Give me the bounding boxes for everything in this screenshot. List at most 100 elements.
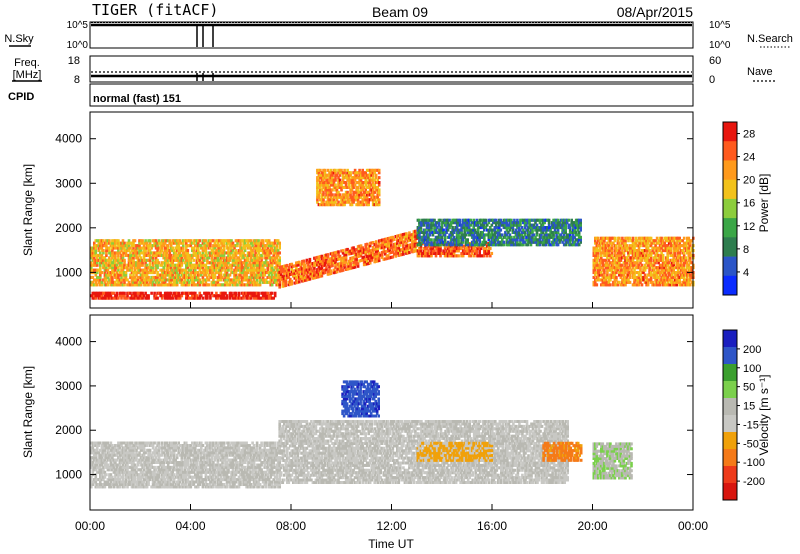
data-cell: [165, 261, 168, 265]
data-cell: [446, 240, 450, 244]
data-cell: [93, 294, 96, 298]
data-cell: [568, 226, 572, 230]
data-cell: [135, 251, 138, 255]
data-cell: [597, 275, 600, 279]
data-cell: [136, 275, 140, 279]
data-cell: [532, 218, 536, 222]
data-cell: [501, 223, 504, 227]
data-cell: [627, 278, 630, 282]
data-cell: [630, 263, 633, 267]
data-cell: [346, 193, 349, 197]
data-cell: [322, 181, 325, 185]
data-cell: [547, 228, 551, 232]
data-cell: [639, 239, 642, 243]
data-cell: [246, 280, 250, 284]
data-cell: [257, 251, 260, 255]
data-cell: [495, 218, 498, 222]
data-cell: [251, 258, 254, 262]
data-cell: [168, 253, 171, 257]
data-cell: [166, 278, 170, 282]
data-cell: [239, 261, 242, 265]
data-cell: [442, 230, 445, 234]
data-cell: [200, 263, 203, 267]
data-cell: [301, 267, 304, 271]
data-cell: [231, 263, 235, 267]
data-cell: [178, 275, 182, 279]
data-cell: [505, 233, 509, 237]
data-cell: [374, 168, 378, 172]
data-cell: [281, 270, 285, 274]
data-cell: [188, 280, 191, 284]
data-cell: [615, 244, 618, 248]
data-cell: [387, 256, 390, 260]
data-cell: [224, 268, 227, 272]
data-cell: [419, 223, 423, 227]
data-cell: [343, 265, 346, 269]
data-cell: [516, 218, 519, 222]
data-cell: [99, 261, 102, 265]
data-cell: [275, 278, 278, 282]
data-cell: [367, 203, 370, 207]
data-cell: [510, 218, 513, 222]
data-cell: [555, 233, 558, 237]
data-cell: [473, 235, 477, 239]
data-cell: [604, 275, 608, 279]
data-cell: [258, 266, 262, 270]
data-cell: [424, 243, 427, 247]
data-cell: [362, 190, 366, 194]
data-cell: [203, 268, 206, 272]
data-cell: [637, 253, 641, 257]
data-cell: [343, 263, 346, 267]
data-cell: [636, 261, 639, 265]
data-cell: [99, 253, 102, 257]
data-cell: [242, 296, 245, 300]
data-cell: [657, 256, 660, 260]
data-cell: [466, 247, 469, 251]
data-cell: [663, 275, 666, 279]
data-cell: [275, 239, 278, 243]
data-cell: [496, 221, 500, 225]
data-cell: [565, 221, 569, 225]
data-cell: [245, 256, 248, 260]
data-cell: [513, 238, 516, 242]
data-cell: [118, 278, 122, 282]
data-cell: [595, 253, 599, 257]
data-cell: [600, 278, 603, 282]
data-cell: [97, 268, 101, 272]
data-cell: [475, 243, 478, 247]
data-cell: [207, 241, 211, 245]
data-cell: [145, 241, 149, 245]
data-cell: [507, 243, 510, 247]
data-cell: [123, 278, 126, 282]
data-cell: [236, 258, 239, 262]
data-cell: [290, 270, 294, 274]
data-cell: [311, 276, 315, 280]
data-cell: [610, 246, 614, 250]
data-cell: [430, 230, 433, 234]
data-cell: [349, 259, 352, 263]
data-cell: [213, 283, 217, 287]
data-cell: [384, 245, 387, 249]
data-cell: [343, 171, 346, 175]
data-cell: [227, 261, 230, 265]
data-cell: [263, 244, 266, 248]
data-cell: [332, 198, 336, 202]
data-cell: [261, 266, 265, 270]
data-cell: [316, 176, 319, 180]
data-cell: [346, 198, 349, 202]
data-cell: [266, 294, 269, 298]
data-cell: [472, 226, 475, 230]
data-cell: [616, 280, 620, 284]
data-cell: [138, 294, 141, 298]
data-cell: [245, 266, 248, 270]
data-cell: [166, 244, 170, 248]
data-cell: [412, 230, 416, 234]
data-cell: [457, 223, 460, 227]
data-cell: [376, 198, 379, 202]
data-cell: [195, 275, 199, 279]
data-cell: [227, 251, 230, 255]
data-cell: [166, 291, 170, 295]
freq-tick-bottom: 8: [74, 74, 80, 86]
data-cell: [526, 218, 530, 222]
data-cell: [332, 258, 336, 262]
